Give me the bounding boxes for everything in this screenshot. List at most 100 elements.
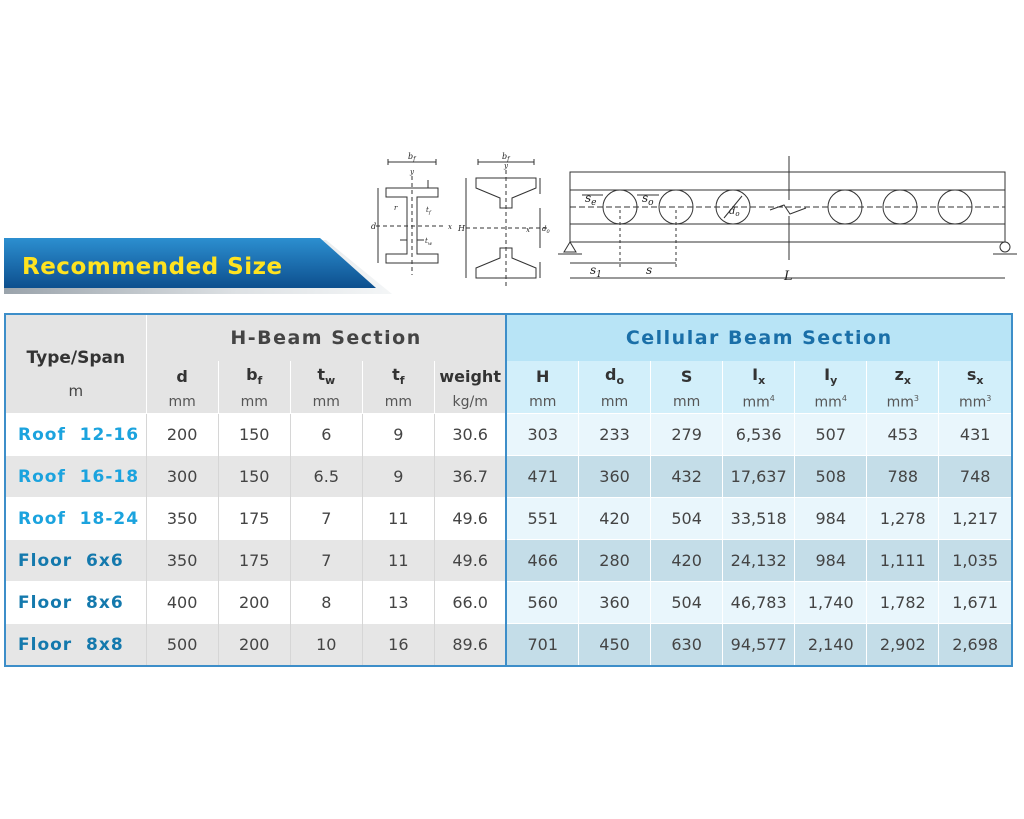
- col-symbol-text: weight: [439, 366, 501, 386]
- hbeam-col-unit: kg/m: [433, 391, 507, 414]
- cellular-col-symbol: Iy: [794, 361, 867, 391]
- hbeam-col-symbol: tf: [361, 361, 435, 391]
- cellular-value-cell: 701: [505, 623, 579, 666]
- cellular-col-symbol: sx: [938, 361, 1012, 391]
- cellular-col-symbol: zx: [866, 361, 939, 391]
- type-span-title: Type/Span: [26, 348, 126, 368]
- hbeam-value-cell: 150: [217, 413, 291, 456]
- col-symbol-text: d: [176, 366, 188, 386]
- cell-x-label: x: [526, 226, 530, 234]
- row-type-span-label: Roof 12-16: [4, 413, 147, 456]
- hbeam-col-symbol: tw: [289, 361, 363, 391]
- hbeam-value-cell: 175: [217, 497, 291, 540]
- beam-diagrams: bf y x d r tf tw bf y x H d0 se so do s1…: [370, 150, 1020, 290]
- unit-header-row: mm mm mm mm kg/m mm mm mm mm4 mm4 mm3 mm3: [5, 391, 1012, 414]
- hbeam-value-cell: 11: [361, 497, 435, 540]
- hbeam-col-symbol: weight: [433, 361, 507, 391]
- col-symbol-text: I: [824, 364, 831, 384]
- cellular-value-cell: 984: [794, 497, 867, 540]
- table-row: Roof 12-16 200 150 6 9 30.6 303 233 279 6,536 507 4…: [4, 413, 1012, 456]
- hbeam-value-cell: 16: [361, 623, 435, 666]
- hbeam-value-cell: 7: [289, 539, 363, 582]
- cellular-value-cell: 280: [578, 539, 651, 582]
- hbeam-value-cell: 13: [361, 581, 435, 624]
- cellular-value-cell: 1,278: [866, 497, 939, 540]
- col-unit-superscript: 3: [986, 393, 992, 403]
- cellular-value-cell: 24,132: [722, 539, 795, 582]
- h-beam-section-header: H-Beam Section: [146, 314, 507, 361]
- cellular-value-cell: 46,783: [722, 581, 795, 624]
- cellular-value-cell: 1,671: [938, 581, 1012, 624]
- hbeam-value-cell: 200: [217, 581, 291, 624]
- hbeam-value-cell: 9: [361, 455, 435, 498]
- col-symbol-text: t: [392, 364, 400, 384]
- table-row: Floor 6x6 350 175 7 11 49.6 466 280 420 24,132 984…: [4, 539, 1012, 582]
- cellular-value-cell: 1,035: [938, 539, 1012, 582]
- cellular-value-cell: 453: [866, 413, 939, 456]
- col-symbol-subscript: w: [325, 374, 336, 388]
- hbeam-value-cell: 66.0: [433, 581, 507, 624]
- cellular-value-cell: 560: [505, 581, 579, 624]
- cellular-value-cell: 1,111: [866, 539, 939, 582]
- hbeam-value-cell: 150: [217, 455, 291, 498]
- cell-H-label: H: [457, 224, 466, 233]
- cellular-value-cell: 551: [505, 497, 579, 540]
- col-unit-text: mm: [814, 394, 842, 411]
- cellular-col-unit: mm3: [866, 391, 939, 414]
- cellular-value-cell: 504: [650, 497, 723, 540]
- cell-y-label: y: [503, 162, 509, 170]
- cellular-value-cell: 2,902: [866, 623, 939, 666]
- col-unit-superscript: 3: [913, 393, 919, 403]
- hbeam-value-cell: 175: [217, 539, 291, 582]
- row-type-span-label: Floor 6x6: [4, 539, 147, 582]
- cellular-value-cell: 748: [938, 455, 1012, 498]
- hbeam-value-cell: 89.6: [433, 623, 507, 666]
- col-symbol-subscript: x: [903, 374, 911, 388]
- cellular-col-unit: mm4: [722, 391, 795, 414]
- hbeam-bf-label: bf: [408, 152, 417, 163]
- col-symbol-subscript: f: [257, 374, 263, 388]
- col-unit-text: mm: [600, 394, 629, 410]
- beam-s-label: s: [646, 263, 652, 277]
- table-row: Roof 18-24 350 175 7 11 49.6 551 420 504 33,518 98…: [4, 497, 1012, 540]
- cellular-col-symbol: do: [578, 361, 651, 391]
- beam-se-label: se: [585, 191, 597, 208]
- cellular-col-unit: mm4: [794, 391, 867, 414]
- cellular-value-cell: 508: [794, 455, 867, 498]
- hbeam-value-cell: 49.6: [433, 497, 507, 540]
- row-type-span-label: Floor 8x8: [4, 623, 147, 666]
- hbeam-value-cell: 6.5: [289, 455, 363, 498]
- type-span-header: Type/Span m: [5, 314, 147, 414]
- hbeam-y-label: y: [409, 168, 415, 176]
- cellular-beam-elevation-drawing: [558, 156, 1017, 279]
- cellular-value-cell: 471: [505, 455, 579, 498]
- hbeam-value-cell: 11: [361, 539, 435, 582]
- recommended-size-banner: Recommended Size: [4, 238, 396, 296]
- col-unit-text: mm: [240, 394, 268, 410]
- col-unit-text: mm: [312, 394, 340, 410]
- hbeam-x-label: x: [448, 223, 452, 231]
- cellular-value-cell: 233: [578, 413, 651, 456]
- col-symbol-text: d: [605, 364, 617, 384]
- col-unit-text: mm: [672, 394, 701, 410]
- table-row: Floor 8x8 500 200 10 16 89.6 701 450 630 94,577 2,…: [4, 623, 1012, 666]
- cellular-value-cell: 1,217: [938, 497, 1012, 540]
- cellular-col-unit: mm: [650, 391, 723, 414]
- col-symbol-text: b: [246, 364, 258, 384]
- col-symbol-subscript: o: [616, 374, 625, 388]
- hbeam-r-label: r: [394, 204, 398, 212]
- cellular-col-symbol: Ix: [722, 361, 795, 391]
- cellular-value-cell: 504: [650, 581, 723, 624]
- hbeam-value-cell: 10: [289, 623, 363, 666]
- col-symbol-subscript: f: [399, 374, 405, 388]
- row-type-span-label: Roof 18-24: [4, 497, 147, 540]
- hbeam-col-unit: mm: [289, 391, 363, 414]
- hbeam-value-cell: 200: [217, 623, 291, 666]
- hbeam-value-cell: 350: [145, 539, 219, 582]
- cellular-value-cell: 6,536: [722, 413, 795, 456]
- hbeam-value-cell: 8: [289, 581, 363, 624]
- beam-do-label: do: [729, 206, 740, 218]
- col-symbol-text: s: [966, 364, 977, 384]
- col-symbol-text: I: [752, 364, 759, 384]
